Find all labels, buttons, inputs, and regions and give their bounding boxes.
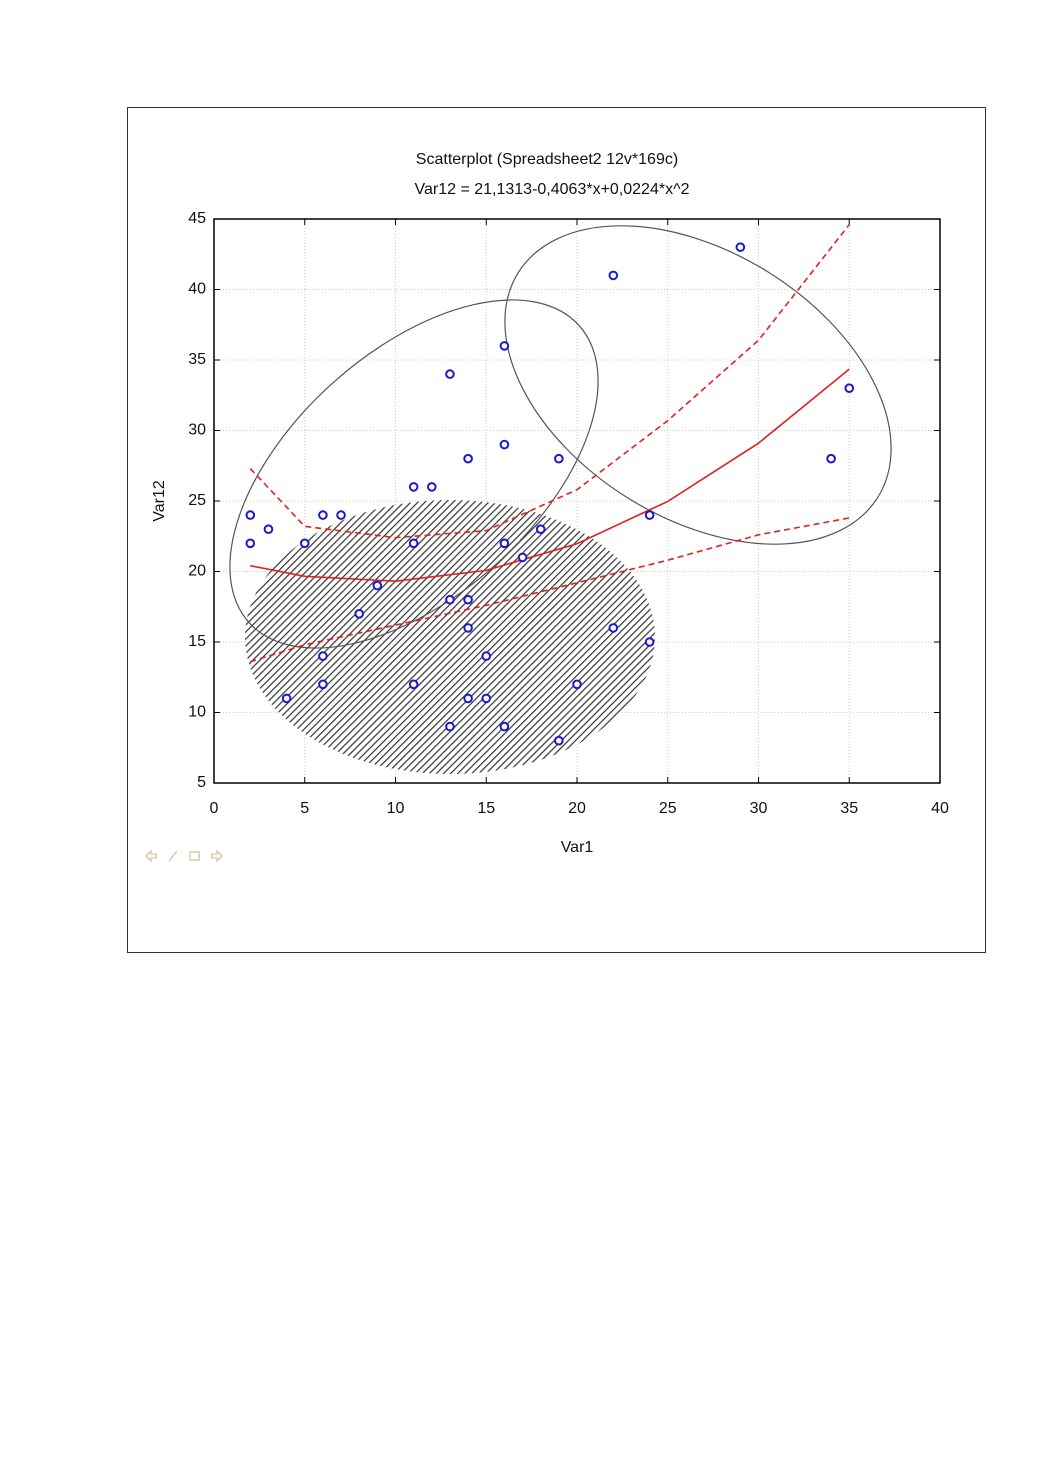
plot (213, 218, 941, 784)
point (354, 609, 365, 619)
y-tick-label: 15 (188, 633, 206, 650)
y-tick-label: 20 (188, 563, 206, 580)
point (318, 510, 328, 520)
point (263, 524, 274, 535)
x-tick-label: 15 (477, 800, 495, 817)
y-tick-label: 25 (188, 492, 206, 509)
point (463, 453, 473, 464)
point (499, 341, 510, 351)
x-tick-label: 5 (300, 800, 309, 817)
point (644, 510, 655, 520)
point (245, 510, 256, 520)
chart-title: Scatterplot (Spreadsheet2 12v*169c) (416, 151, 678, 168)
hatched-ellipse (245, 500, 655, 774)
point (735, 242, 746, 252)
point (554, 735, 564, 746)
point (245, 538, 256, 549)
point (644, 637, 655, 647)
x-tick-label: 25 (659, 800, 677, 817)
fit-curve (249, 224, 850, 539)
point (844, 383, 855, 394)
point (281, 693, 292, 704)
y-tick-label: 30 (188, 422, 206, 439)
point (318, 679, 328, 690)
point (408, 679, 419, 690)
x-tick-label: 20 (568, 800, 586, 817)
point (826, 453, 836, 464)
chart-subtitle: Var12 = 21,1313-0,4063*x+0,0224*x^2 (415, 181, 690, 198)
x-tick-label: 30 (750, 800, 768, 817)
point (408, 538, 419, 549)
fit-curve (250, 517, 850, 663)
point (336, 510, 346, 520)
y-tick-label: 10 (188, 704, 206, 721)
x-tick-label: 0 (210, 800, 219, 817)
point (445, 721, 455, 732)
point (481, 651, 492, 661)
point (318, 651, 328, 661)
point (499, 538, 510, 549)
y-tick-label: 40 (188, 281, 206, 298)
point (608, 270, 619, 281)
plot-border (213, 218, 941, 784)
point (554, 453, 564, 464)
fit-curve (250, 368, 850, 583)
point (445, 594, 455, 605)
x-tick-label: 10 (387, 800, 405, 817)
point (572, 679, 582, 690)
point (535, 524, 546, 535)
point (445, 369, 455, 379)
point (427, 482, 437, 492)
x-tick-label: 35 (840, 800, 858, 817)
y-axis-label: Var12 (151, 480, 168, 522)
point (463, 623, 473, 633)
point (608, 623, 619, 633)
x-axis-label: Var1 (561, 839, 594, 856)
point (372, 580, 383, 591)
point (481, 693, 492, 704)
point (499, 721, 510, 732)
ellipse (504, 225, 892, 545)
point (499, 439, 510, 450)
point (517, 552, 528, 563)
y-tick-label: 5 (197, 774, 206, 791)
point (299, 538, 310, 549)
point (408, 482, 419, 492)
point (463, 594, 473, 605)
x-tick-label: 40 (931, 800, 949, 817)
point (463, 693, 473, 704)
nav-icons (145, 849, 223, 863)
y-tick-label: 45 (188, 210, 206, 227)
ellipse (229, 299, 599, 649)
y-tick-label: 35 (188, 351, 206, 368)
